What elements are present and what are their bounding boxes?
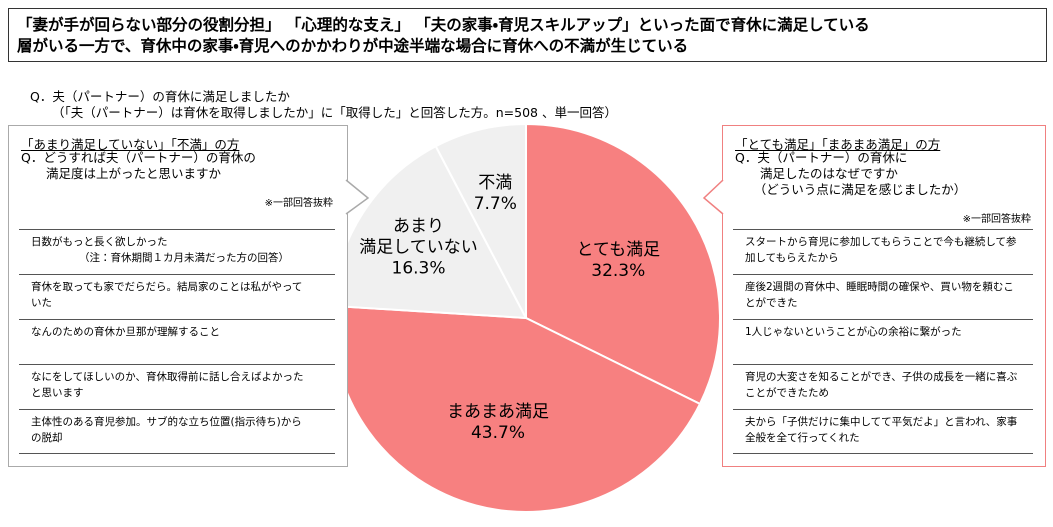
slice-label: 不満 7.7% bbox=[474, 173, 517, 215]
slice-value: 16.3% bbox=[391, 258, 446, 279]
item-list: 日数がもっと長く欲しかった （注：育休期間１カ月未満だった方の回答） 育休を取って… bbox=[19, 229, 335, 454]
slice-value: 43.7% bbox=[470, 422, 525, 443]
item: 主体性のある育児参加。サブ的な立ち位置(指示待ち)からの脱却 bbox=[19, 409, 335, 454]
box-note: ※一部回答抜粋 bbox=[264, 198, 333, 209]
item: なにをしてほしいのか、育休取得前に話し合えばよかったと思います bbox=[19, 364, 335, 409]
slice-label: あまり 満足していない 16.3% bbox=[359, 217, 478, 280]
item: スタートから育児に参加してもらうことで今も継続して参加してもらえたから bbox=[733, 229, 1033, 274]
item-text: 主体性のある育児参加。サブ的な立ち位置(指示待ち)からの脱却 bbox=[31, 416, 302, 444]
slice-label: とても満足 32.3% bbox=[576, 240, 660, 282]
item: 産後2週間の育休中、睡眠時間の確保や、買い物を頼むことができた bbox=[733, 274, 1033, 319]
item-text: 日数がもっと長く欲しかった bbox=[31, 236, 168, 248]
item-text: 産後2週間の育休中、睡眠時間の確保や、買い物を頼むことができた bbox=[745, 281, 1014, 309]
item-text: スタートから育児に参加してもらうことで今も継続して参加してもらえたから bbox=[745, 236, 1017, 264]
item: なんのための育休か旦那が理解すること bbox=[19, 319, 335, 364]
slice-category: とても満足 bbox=[576, 239, 661, 260]
item-text: 育休を取っても家でだらだら。結局家のことは私がやっていた bbox=[31, 281, 303, 309]
slice-value: 32.3% bbox=[591, 260, 646, 281]
item: 1人じゃないということが心の余裕に繋がった bbox=[733, 319, 1033, 364]
pie-slice bbox=[434, 122, 527, 319]
item: 日数がもっと長く欲しかった （注：育休期間１カ月未満だった方の回答） bbox=[19, 229, 335, 274]
right-callout: 「とても満足」「まあまあ満足」の方 Q．夫（パートナー）の育休に 満足したのはな… bbox=[722, 125, 1046, 467]
box-heading: 「あまり満足していない」「不満」の方 bbox=[21, 137, 240, 152]
box-note: ※一部回答抜粋 bbox=[962, 214, 1031, 225]
question: Q．夫（パートナー）の育休に満足しましたか bbox=[30, 89, 290, 104]
question-note: （「夫（パートナー）は育休を取得しましたか」に「取得した」と回答した方。n=50… bbox=[52, 105, 617, 120]
item-text: なんのための育休か旦那が理解すること bbox=[31, 326, 220, 338]
title: 「妻が手が回らない部分の役割分担」 「心理的な支え」 「夫の家事・育児スキルアッ… bbox=[8, 8, 1047, 62]
left-callout: 「あまり満足していない」「不満」の方 Q．どうすれば夫（パートナー）の育休の 満… bbox=[8, 125, 348, 467]
box-question: Q．夫（パートナー）の育休に 満足したのはなぜですか （どういう点に満足を感じま… bbox=[735, 150, 967, 197]
item-text: 1人じゃないということが心の余裕に繋がった bbox=[745, 326, 962, 338]
box-heading: 「とても満足」「まあまあ満足」の方 bbox=[735, 137, 941, 152]
item-text: 育児の大変さを知ることができ、子供の成長を一緒に喜ぶことができたため bbox=[745, 371, 1018, 399]
item: 育休を取っても家でだらだら。結局家のことは私がやっていた bbox=[19, 274, 335, 319]
slice-category: 不満 bbox=[478, 172, 513, 193]
item-note: （注：育休期間１カ月未満だった方の回答） bbox=[79, 252, 289, 264]
slice-label: まあまあ満足 43.7% bbox=[447, 402, 549, 444]
item-text: 夫から「子供だけに集中してて平気だよ」と言われ、家事全般を全て行ってくれた bbox=[745, 416, 1018, 444]
pie-slice bbox=[525, 122, 721, 406]
item-list: スタートから育児に参加してもらうことで今も継続して参加してもらえたから 産後2週… bbox=[733, 229, 1033, 454]
item: 夫から「子供だけに集中してて平気だよ」と言われ、家事全般を全て行ってくれた bbox=[733, 409, 1033, 454]
slice-category: あまり 満足していない bbox=[359, 216, 478, 258]
box-question: Q．どうすれば夫（パートナー）の育休の 満足度は上がったと思いますか bbox=[21, 150, 256, 181]
slice-value: 7.7% bbox=[473, 193, 517, 214]
item: 育児の大変さを知ることができ、子供の成長を一緒に喜ぶことができたため bbox=[733, 364, 1033, 409]
item-text: なにをしてほしいのか、育休取得前に話し合えばよかったと思います bbox=[31, 371, 304, 399]
slice-category: まあまあ満足 bbox=[446, 401, 549, 422]
